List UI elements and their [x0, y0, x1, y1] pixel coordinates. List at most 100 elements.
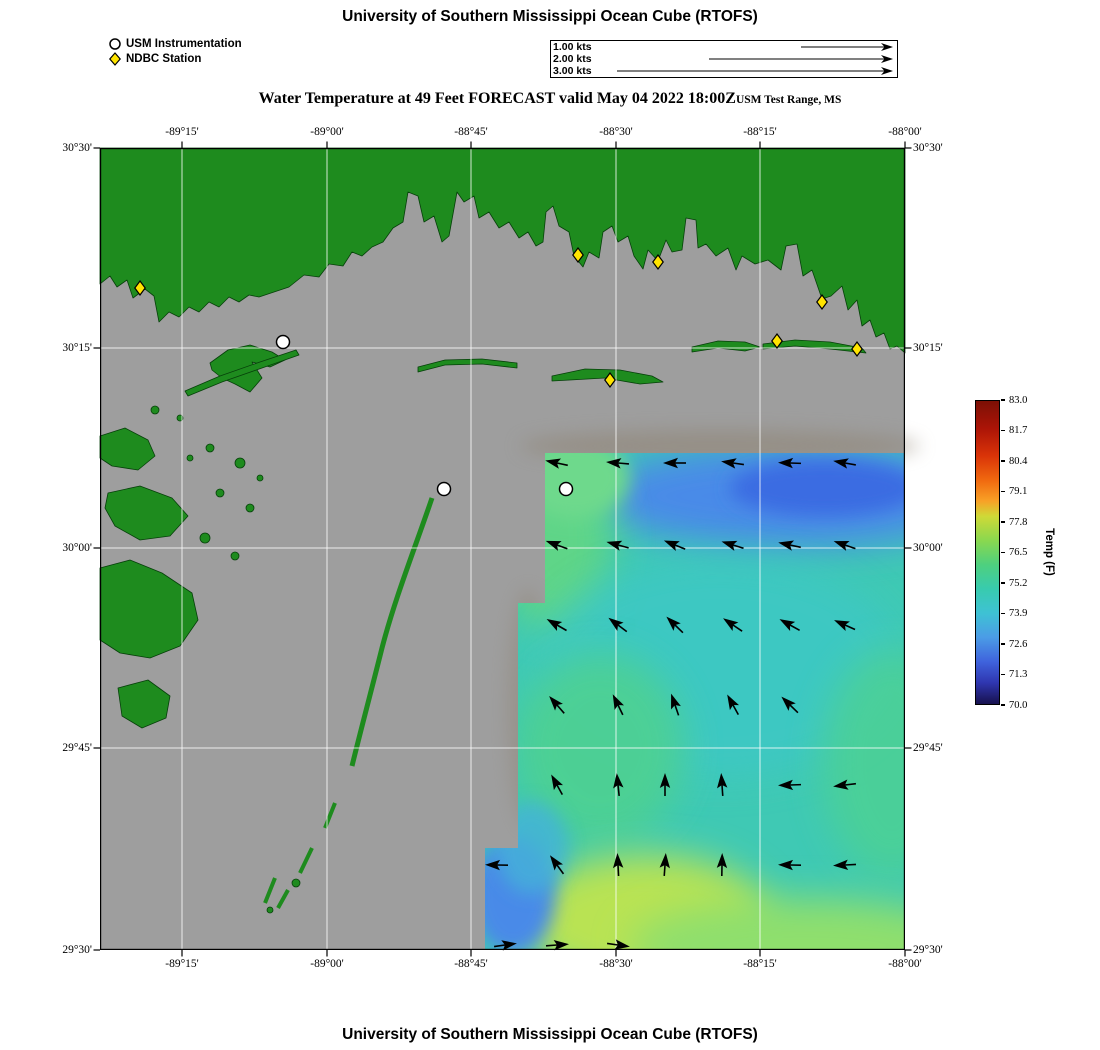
current-vector-arrow — [606, 458, 630, 469]
x-axis-tick-label-bottom: -88°30' — [599, 958, 633, 970]
station-legend: USM Instrumentation NDBC Station — [108, 36, 242, 66]
colorbar-tick-mark — [1001, 673, 1005, 676]
current-vector-arrow — [612, 694, 624, 716]
island — [184, 349, 300, 397]
usm-instrumentation-marker — [436, 481, 452, 497]
current-vector-arrow — [779, 619, 801, 632]
current-vector-arrow — [551, 774, 564, 796]
land-layer — [99, 147, 906, 914]
stations-and-vectors-layer — [134, 246, 863, 951]
current-vector-arrow — [613, 773, 624, 797]
current-vector-arrow — [612, 853, 624, 877]
current-vector-arrow — [545, 540, 568, 551]
x-axis-tick-label-top: -88°45' — [454, 126, 488, 138]
colorbar-tick-mark — [1001, 643, 1005, 645]
marsh — [99, 559, 199, 659]
current-vector-arrow — [723, 618, 743, 632]
usm-instrumentation-icon — [109, 37, 121, 50]
ndbc-station-marker — [572, 246, 584, 264]
ndbc-station-icon — [109, 51, 121, 66]
current-vector-arrow — [546, 619, 567, 632]
ndbc-station-marker — [851, 340, 863, 358]
map-canvas — [93, 141, 920, 957]
velocity-scale-label: 1.00 kts — [553, 41, 592, 53]
y-axis-tick-label-right: 29°45' — [913, 742, 943, 754]
x-axis-tick-label-top: -88°30' — [599, 126, 633, 138]
x-axis-tick-label-top: -89°00' — [310, 126, 344, 138]
usm-instrumentation-marker — [275, 334, 291, 350]
ndbc-station-marker — [771, 332, 783, 350]
current-vector-arrow — [606, 540, 629, 551]
velocity-arrow-1kt — [801, 43, 893, 51]
current-vector-arrow — [659, 773, 671, 796]
ndbc-station-marker — [816, 293, 828, 311]
mainland-coast — [99, 147, 906, 354]
velocity-arrow-3kt — [617, 67, 893, 75]
x-axis-tick-label-bottom: -88°45' — [454, 958, 488, 970]
current-vector-arrow — [833, 859, 857, 871]
colorbar-tick: 72.6 — [1001, 638, 1027, 650]
velocity-scale-row: 1.00 kts — [553, 41, 895, 53]
y-axis-tick-label-right: 30°00' — [913, 542, 943, 554]
temperature-colorbar — [975, 400, 1000, 705]
usm-instrumentation-marker — [558, 481, 574, 497]
colorbar-tick-mark — [1001, 704, 1005, 706]
marsh — [99, 427, 156, 471]
current-vector-arrow — [608, 617, 628, 633]
ndbc-station-marker — [652, 253, 664, 271]
x-axis-tick-label-top: -88°00' — [888, 126, 922, 138]
current-vector-arrow — [545, 940, 569, 951]
temperature-field — [485, 453, 905, 950]
marsh — [117, 679, 171, 729]
current-vector-arrow — [778, 540, 801, 551]
colorbar-tick-mark — [1001, 521, 1005, 523]
current-vector-arrow — [778, 859, 802, 871]
grid-lines — [100, 148, 905, 950]
colorbar-tick: 75.2 — [1001, 577, 1027, 589]
y-axis-tick-label-left: 29°30' — [62, 944, 92, 956]
velocity-scale-label: 3.00 kts — [553, 65, 592, 77]
plot-subtitle-main: Water Temperature at 49 Feet FORECAST va… — [258, 90, 736, 107]
colorbar-tick: 81.7 — [1001, 425, 1027, 437]
current-vector-arrow — [606, 939, 630, 950]
y-axis-tick-label-left: 30°00' — [62, 542, 92, 554]
velocity-arrow-2kt — [709, 55, 893, 63]
current-vector-arrow — [671, 693, 681, 716]
velocity-scale-row: 3.00 kts — [553, 65, 895, 77]
y-axis-tick-label-right: 29°30' — [913, 944, 943, 956]
current-vector-arrow — [545, 458, 568, 469]
colorbar-tick-mark — [1001, 582, 1005, 584]
y-axis-tick-label-left: 30°30' — [62, 142, 92, 154]
current-vector-arrow — [721, 540, 744, 551]
figure-title-bottom: University of Southern Mississippi Ocean… — [342, 1026, 758, 1043]
velocity-scale-row: 2.00 kts — [553, 53, 895, 65]
current-vector-arrow — [549, 695, 565, 714]
colorbar-axis-label: Temp (F) — [1043, 528, 1055, 576]
plot-subtitle-suffix: USM Test Range, MS — [735, 94, 842, 106]
current-vector-arrow — [721, 458, 745, 469]
y-axis-tick-label-left: 29°45' — [62, 742, 92, 754]
x-axis-tick-label-bottom: -89°15' — [165, 958, 199, 970]
colorbar-tick: 79.1 — [1001, 486, 1027, 498]
current-vector-arrow — [485, 859, 509, 871]
ndbc-legend-label: NDBC Station — [126, 52, 202, 65]
colorbar-tick-mark — [1001, 399, 1005, 401]
colorbar-tick: 73.9 — [1001, 608, 1027, 620]
legend-row-usm: USM Instrumentation — [108, 36, 242, 51]
colorbar-tick-mark — [1001, 429, 1005, 432]
figure-title-top: University of Southern Mississippi Ocean… — [342, 8, 758, 25]
x-axis-tick-label-bottom: -88°15' — [743, 958, 777, 970]
current-vector-arrow — [778, 457, 802, 469]
legend-row-ndbc: NDBC Station — [108, 51, 242, 66]
ndbc-station-marker — [604, 371, 616, 389]
barrier-island-arc — [349, 497, 435, 767]
current-vector-arrow — [549, 855, 565, 875]
colorbar-tick-mark — [1001, 551, 1005, 554]
current-vector-arrow — [666, 616, 684, 634]
x-axis-tick-label-bottom: -88°00' — [888, 958, 922, 970]
colorbar-tick: 70.0 — [1001, 699, 1027, 711]
y-axis-tick-label-right: 30°30' — [913, 142, 943, 154]
island — [417, 358, 518, 373]
velocity-scale-label: 2.00 kts — [553, 53, 592, 65]
island — [691, 340, 761, 353]
